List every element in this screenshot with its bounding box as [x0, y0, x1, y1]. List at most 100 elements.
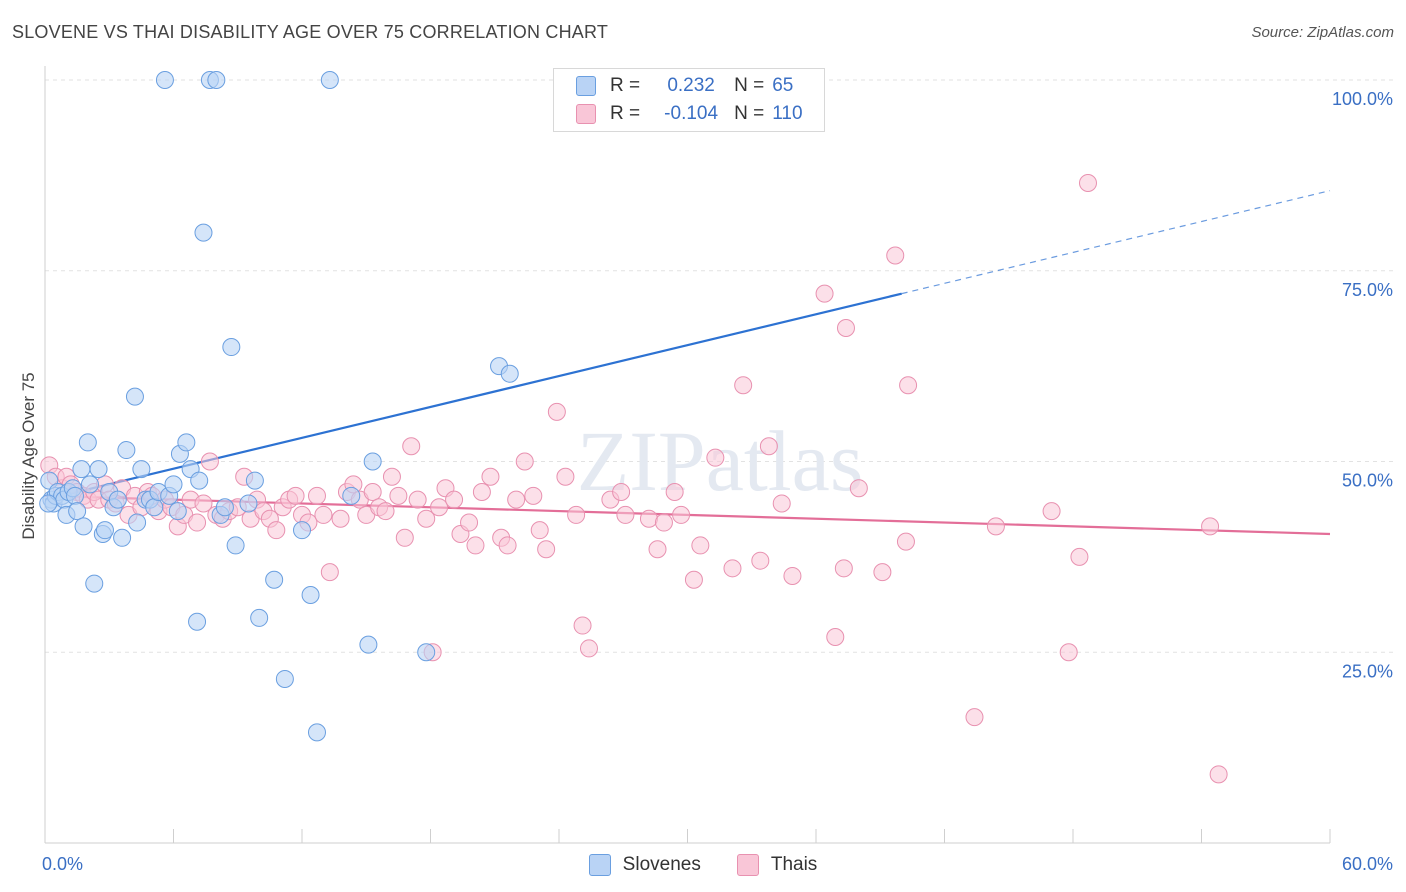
- point-slovenes: [65, 486, 84, 505]
- y-tick-label: 50.0%: [1342, 471, 1393, 491]
- point-slovenes: [245, 471, 264, 490]
- point-thais: [200, 452, 219, 471]
- point-thais: [672, 505, 691, 524]
- trend-extension-slovenes: [901, 190, 1331, 295]
- point-thais: [556, 467, 575, 486]
- point-thais: [986, 517, 1005, 536]
- point-thais: [616, 505, 635, 524]
- point-thais: [1042, 502, 1061, 521]
- legend-label-thais: Thais: [770, 854, 818, 875]
- point-thais: [1201, 517, 1220, 536]
- point-thais: [783, 566, 802, 585]
- point-thais: [1070, 547, 1089, 566]
- n-label: N =: [734, 75, 765, 96]
- legend-label-slovenes: Slovenes: [622, 854, 701, 875]
- point-slovenes: [265, 570, 284, 589]
- point-slovenes: [164, 475, 183, 494]
- point-slovenes: [342, 486, 361, 505]
- point-thais: [836, 318, 855, 337]
- point-thais: [886, 246, 905, 265]
- point-thais: [382, 467, 401, 486]
- legend-row-slovenes: R = 0.232 N = 65: [576, 73, 793, 99]
- point-slovenes: [177, 433, 196, 452]
- point-slovenes: [80, 475, 99, 494]
- legend-item-thais[interactable]: Thais: [736, 854, 818, 876]
- r-label: R =: [610, 75, 641, 96]
- point-thais: [665, 483, 684, 502]
- chart-title: SLOVENE VS THAI DISABILITY AGE OVER 75 C…: [12, 22, 609, 42]
- point-slovenes: [320, 71, 339, 89]
- thais-swatch: [736, 854, 759, 876]
- point-slovenes: [74, 517, 93, 536]
- tick-labels: 25.0% 50.0% 75.0% 100.0% 0.0% 60.0%: [42, 89, 1393, 874]
- point-thais: [965, 708, 984, 727]
- point-slovenes: [207, 71, 226, 89]
- point-slovenes: [222, 338, 241, 357]
- r-value: 0.232: [667, 75, 715, 96]
- point-thais: [547, 402, 566, 421]
- point-thais: [307, 486, 326, 505]
- point-thais: [524, 486, 543, 505]
- point-slovenes: [108, 490, 127, 509]
- point-slovenes: [72, 460, 91, 479]
- point-thais: [286, 486, 305, 505]
- point-slovenes: [132, 460, 151, 479]
- slovenes-swatch: [576, 76, 596, 96]
- point-thais: [573, 616, 592, 635]
- point-thais: [826, 627, 845, 646]
- point-slovenes: [307, 723, 326, 742]
- slovenes-swatch: [588, 854, 611, 876]
- point-thais: [1078, 174, 1097, 193]
- point-slovenes: [359, 635, 378, 654]
- y-tick-label: 75.0%: [1342, 280, 1393, 300]
- point-thais: [896, 532, 915, 551]
- legend-row-thais: R = -0.104 N = 110: [576, 101, 803, 127]
- n-value: 110: [772, 103, 803, 124]
- point-thais: [395, 528, 414, 547]
- point-thais: [706, 448, 725, 467]
- point-slovenes: [250, 608, 269, 627]
- point-thais: [515, 452, 534, 471]
- point-thais: [530, 521, 549, 540]
- stats-legend: R = 0.232 N = 65 R = -0.104 N = 110: [553, 68, 825, 132]
- point-slovenes: [125, 387, 144, 406]
- point-thais: [815, 284, 834, 303]
- point-thais: [684, 570, 703, 589]
- point-thais: [445, 490, 464, 509]
- x-tick-label: 60.0%: [1342, 854, 1393, 874]
- point-thais: [567, 505, 586, 524]
- point-thais: [417, 509, 436, 528]
- point-thais: [331, 509, 350, 528]
- point-slovenes: [89, 460, 108, 479]
- point-thais: [734, 376, 753, 395]
- point-slovenes: [500, 364, 519, 383]
- point-thais: [507, 490, 526, 509]
- point-thais: [314, 505, 333, 524]
- grid-lines: [45, 79, 1395, 653]
- point-thais: [873, 563, 892, 582]
- point-thais: [654, 513, 673, 532]
- point-thais: [1209, 765, 1228, 784]
- point-thais: [376, 502, 395, 521]
- point-slovenes: [194, 223, 213, 242]
- point-slovenes: [78, 433, 97, 452]
- point-thais: [1059, 643, 1078, 662]
- point-thais: [194, 494, 213, 513]
- point-thais: [849, 479, 868, 498]
- point-thais: [537, 540, 556, 559]
- source-label: Source: ZipAtlas.com: [1251, 24, 1394, 41]
- y-tick-label: 100.0%: [1332, 89, 1393, 109]
- point-thais: [579, 639, 598, 658]
- series-legend: Slovenes Thais: [0, 852, 1406, 878]
- point-thais: [481, 467, 500, 486]
- point-thais: [691, 536, 710, 555]
- n-value: 65: [772, 75, 794, 96]
- axes: [44, 66, 1331, 844]
- point-thais: [472, 483, 491, 502]
- point-thais: [460, 513, 479, 532]
- x-tick-label: 0.0%: [42, 854, 83, 874]
- point-slovenes: [155, 71, 174, 89]
- point-thais: [751, 551, 770, 570]
- legend-item-slovenes[interactable]: Slovenes: [588, 854, 701, 876]
